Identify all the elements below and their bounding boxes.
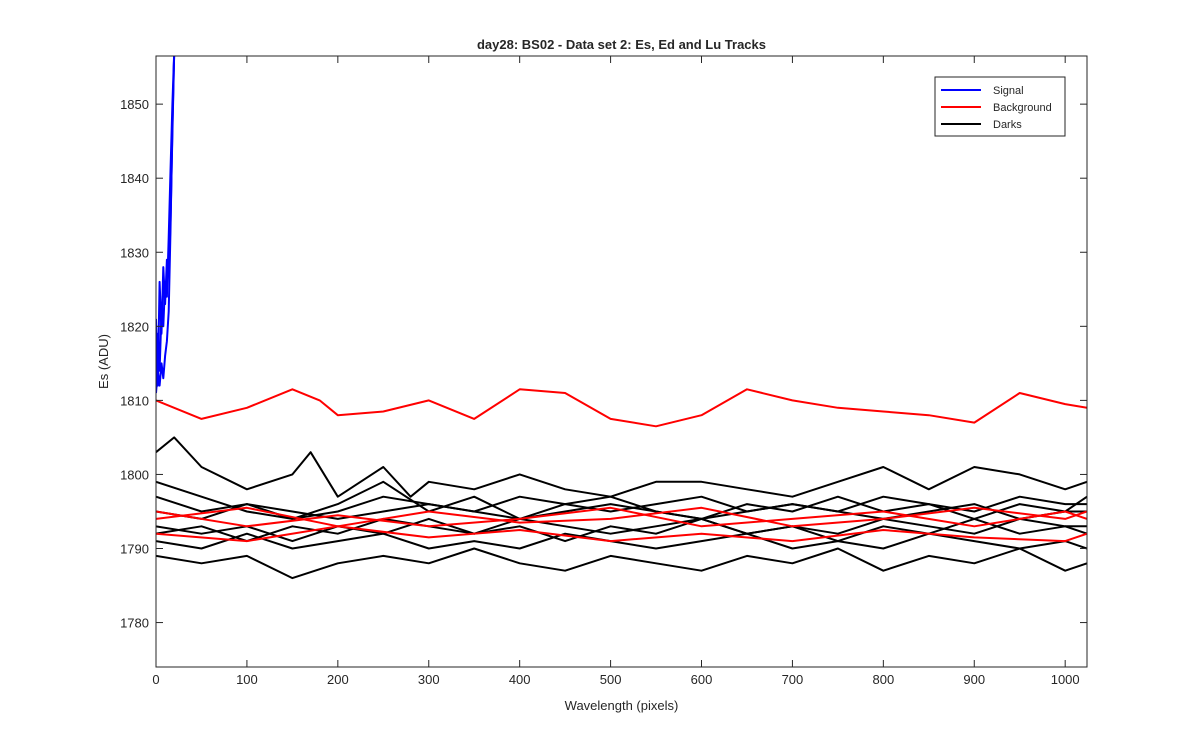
y-tick-label: 1800 — [120, 467, 149, 482]
series-line-darks-11 — [156, 532, 1087, 550]
chart-title: day28: BS02 - Data set 2: Es, Ed and Lu … — [477, 37, 766, 52]
y-tick-label: 1830 — [120, 245, 149, 260]
x-tick-label: 700 — [782, 672, 804, 687]
axes-box — [155, 55, 1088, 668]
x-tick-label: 1000 — [1051, 672, 1080, 687]
x-tick-label: 200 — [327, 672, 349, 687]
legend: Signal Background Darks — [934, 76, 1066, 137]
x-tick-label: 100 — [236, 672, 258, 687]
x-tick-label: 300 — [418, 672, 440, 687]
y-axis-label: Es (ADU) — [96, 334, 111, 389]
x-tick-label: 0 — [152, 672, 159, 687]
x-tick-label: 800 — [872, 672, 894, 687]
series-line-background-5 — [156, 525, 1087, 543]
series-line-signal-2 — [156, 56, 176, 394]
x-tick-label: 500 — [600, 672, 622, 687]
y-tick-label: 1790 — [120, 542, 149, 557]
series-line-background-6 — [156, 506, 1087, 528]
legend-label-signal: Signal — [993, 85, 1024, 97]
x-tick-label: 400 — [509, 672, 531, 687]
y-tick-label: 1780 — [120, 616, 149, 631]
series-line-background-4 — [156, 506, 1087, 528]
y-tick-label: 1810 — [120, 393, 149, 408]
x-axis-label: Wavelength (pixels) — [565, 698, 679, 713]
series-line-darks-7 — [156, 436, 1087, 498]
ticks-layer: 0 100 200 300 400 500 600 700 800 900 1000 1780 1790… — [120, 56, 1087, 687]
plot-area — [156, 56, 1087, 667]
legend-label-background: Background — [993, 102, 1052, 114]
series-line-darks-13 — [156, 495, 1087, 520]
y-tick-label: 1850 — [120, 97, 149, 112]
y-tick-label: 1840 — [120, 171, 149, 186]
x-tick-label: 600 — [691, 672, 713, 687]
series-layer — [156, 56, 1087, 580]
legend-label-darks: Darks — [993, 119, 1022, 131]
x-tick-label: 900 — [963, 672, 985, 687]
series-line-background-3 — [156, 388, 1087, 428]
y-tick-label: 1820 — [120, 319, 149, 334]
series-line-darks-12 — [156, 547, 1087, 580]
